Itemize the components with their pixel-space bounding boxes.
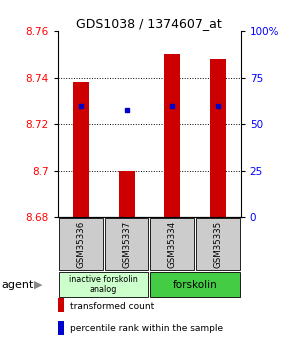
Text: GSM35335: GSM35335 <box>213 220 222 268</box>
Bar <box>59 218 103 270</box>
Bar <box>150 272 240 297</box>
Bar <box>164 54 180 217</box>
Bar <box>73 82 89 217</box>
Bar <box>105 218 148 270</box>
Text: inactive forskolin
analog: inactive forskolin analog <box>69 275 138 294</box>
Text: ▶: ▶ <box>34 280 42 289</box>
Text: forskolin: forskolin <box>173 280 218 289</box>
Text: GSM35337: GSM35337 <box>122 220 131 268</box>
Text: GSM35334: GSM35334 <box>168 220 177 268</box>
Bar <box>196 218 240 270</box>
Bar <box>59 272 148 297</box>
Text: GSM35336: GSM35336 <box>76 220 85 268</box>
Bar <box>119 171 135 217</box>
Title: GDS1038 / 1374607_at: GDS1038 / 1374607_at <box>77 17 222 30</box>
Bar <box>150 218 194 270</box>
Bar <box>210 59 226 217</box>
Text: percentile rank within the sample: percentile rank within the sample <box>70 324 223 333</box>
Text: transformed count: transformed count <box>70 302 155 310</box>
Text: agent: agent <box>1 280 34 289</box>
